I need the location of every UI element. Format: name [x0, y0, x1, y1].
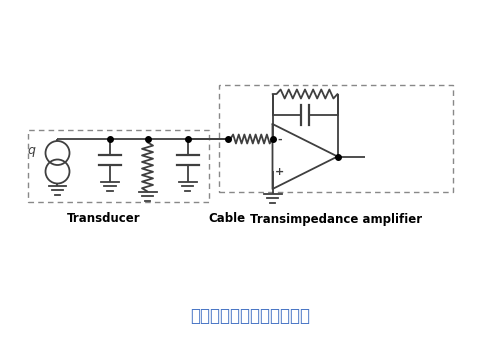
- Text: -: -: [277, 135, 282, 145]
- Text: Cable: Cable: [208, 213, 245, 225]
- Bar: [219, 85, 452, 192]
- Text: 压电秤重传感器换能器电路: 压电秤重传感器换能器电路: [190, 307, 310, 325]
- Text: Transimpedance amplifier: Transimpedance amplifier: [250, 213, 422, 225]
- Text: Transducer: Transducer: [66, 213, 140, 225]
- Text: +: +: [275, 167, 284, 177]
- Bar: [28, 130, 209, 201]
- Text: q: q: [28, 144, 36, 157]
